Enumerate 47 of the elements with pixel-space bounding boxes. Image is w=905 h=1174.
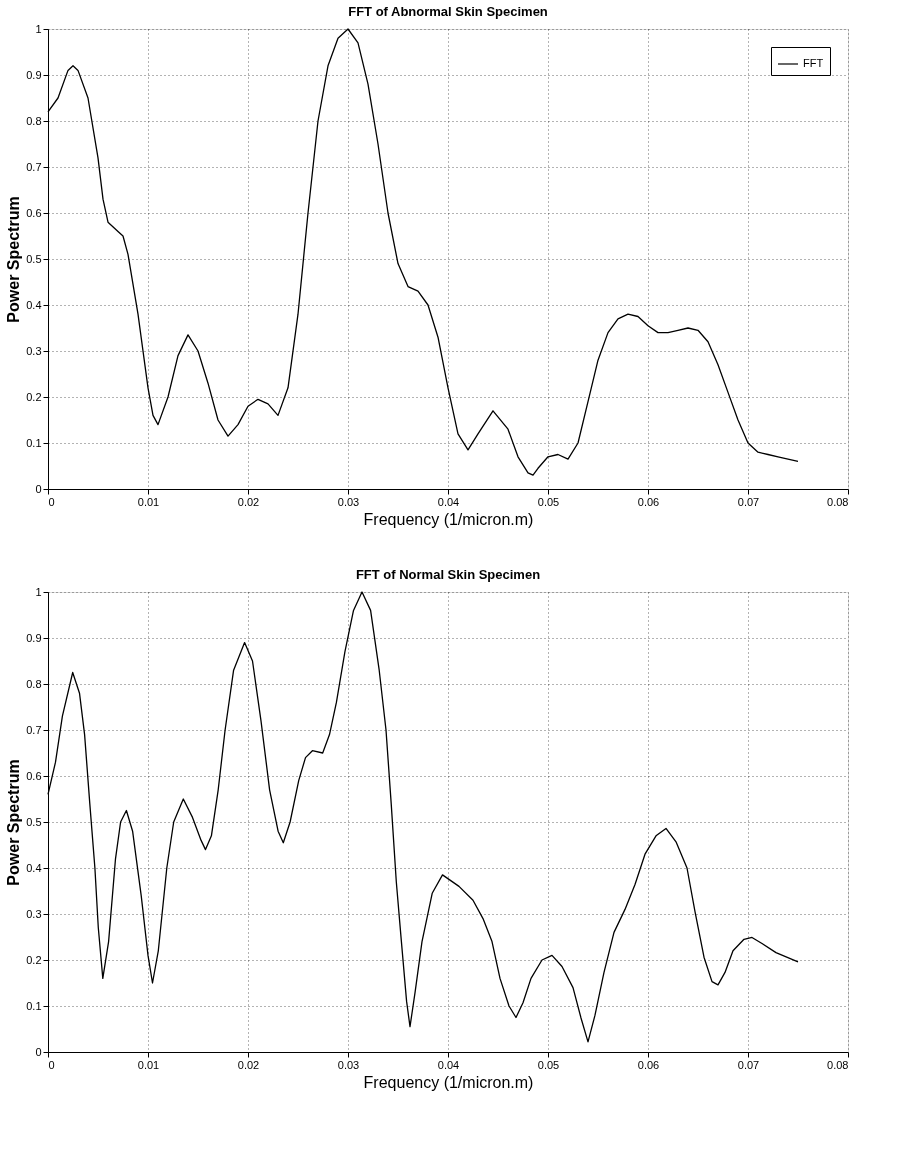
- y-tick-label: 1: [35, 585, 42, 598]
- y-tick-label: 1: [35, 22, 42, 35]
- x-tick-label: 0.03: [337, 495, 360, 508]
- x-tick-label: 0.07: [737, 495, 760, 508]
- y-tick-label: 0.2: [26, 953, 42, 966]
- x-tick-label: 0.02: [237, 1058, 260, 1071]
- chart-title: FFT of Normal Skin Specimen: [355, 567, 541, 582]
- legend-label: FFT: [803, 57, 824, 69]
- y-tick-label: 0.5: [26, 252, 42, 265]
- chart-title: FFT of Abnormal Skin Specimen: [348, 4, 548, 19]
- y-tick-label: 0.5: [26, 815, 42, 828]
- y-tick-label: 0.9: [26, 631, 42, 644]
- x-tick-label: 0.04: [437, 1058, 460, 1071]
- y-tick-label: 0.8: [26, 677, 42, 690]
- x-tick-label: 0.02: [237, 495, 260, 508]
- y-tick-label: 0.4: [26, 861, 42, 874]
- y-tick-label: 0.7: [26, 723, 42, 736]
- y-axis-title: Power Spectrum: [5, 196, 23, 323]
- x-tick-label: 0.06: [637, 1058, 660, 1071]
- y-tick-label: 0.7: [26, 160, 42, 173]
- y-tick-label: 0.3: [26, 344, 42, 357]
- x-tick-label: 0.03: [337, 1058, 360, 1071]
- y-tick-label: 0.6: [26, 769, 42, 782]
- x-tick-label: 0.05: [537, 495, 560, 508]
- x-tick-label: 0.01: [137, 1058, 160, 1071]
- x-tick-label: 0.06: [637, 495, 660, 508]
- x-tick-label: 0.08: [827, 1058, 849, 1071]
- y-tick-label: 0.6: [26, 206, 42, 219]
- y-tick-label: 0.3: [26, 907, 42, 920]
- y-axis-title: Power Spectrum: [5, 759, 23, 886]
- x-tick-label: 0.01: [137, 495, 160, 508]
- x-tick-label: 0: [48, 495, 55, 508]
- x-tick-label: 0.08: [827, 495, 849, 508]
- x-axis-title: Frequency (1/micron.m): [363, 510, 534, 528]
- y-tick-label: 0.1: [26, 999, 42, 1012]
- x-tick-label: 0.05: [537, 1058, 560, 1071]
- x-tick-label: 0.07: [737, 1058, 760, 1071]
- y-tick-label: 0.8: [26, 114, 42, 127]
- y-tick-label: 0.1: [26, 436, 42, 449]
- x-axis-title: Frequency (1/micron.m): [363, 1073, 534, 1091]
- x-tick-label: 0: [48, 1058, 55, 1071]
- y-tick-label: 0.4: [26, 298, 42, 311]
- x-tick-label: 0.04: [437, 495, 460, 508]
- y-tick-label: 0.2: [26, 390, 42, 403]
- y-tick-label: 0: [35, 482, 42, 495]
- y-tick-label: 0.9: [26, 68, 42, 81]
- y-tick-label: 0: [35, 1045, 42, 1058]
